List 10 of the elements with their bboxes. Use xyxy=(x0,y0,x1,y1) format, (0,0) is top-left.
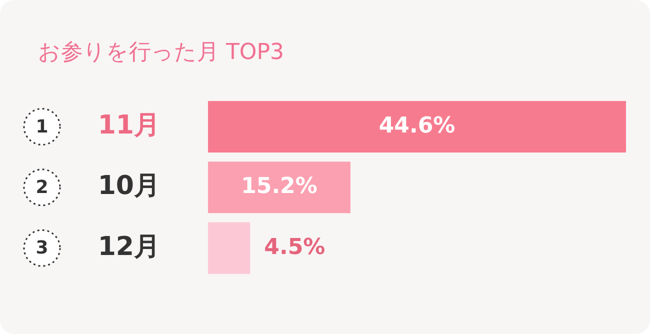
y-tick-label: 12月 xyxy=(98,232,160,262)
y-tick-label: 11月 xyxy=(98,110,160,140)
data-label: 4.5% xyxy=(264,234,326,260)
y-tick-label: 10月 xyxy=(98,171,160,202)
text: 1 xyxy=(36,116,48,138)
text: 2 xyxy=(36,177,48,198)
data-label: 15.2% xyxy=(241,174,318,200)
data-label: 44.6% xyxy=(378,113,456,138)
text: 3 xyxy=(36,238,48,259)
chart-title: お参りを行った月 TOP3 xyxy=(38,40,284,65)
